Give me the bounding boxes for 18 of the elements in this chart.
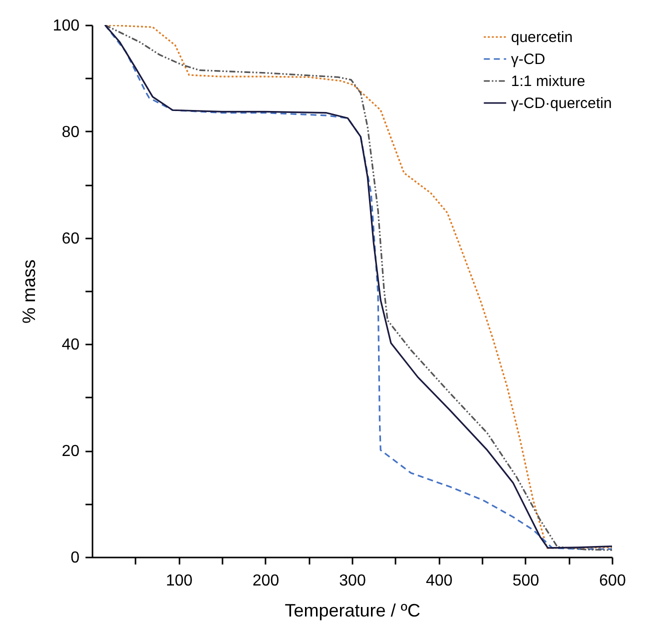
- y-tick-label: 40: [62, 336, 80, 354]
- x-tick-label: 400: [426, 572, 453, 590]
- y-axis-title: % mass: [18, 259, 39, 324]
- y-tick-label: 80: [62, 124, 80, 141]
- x-tick-label: 100: [166, 572, 193, 590]
- y-tick-label: 100: [52, 18, 80, 34]
- y-tick-label: 60: [62, 230, 80, 248]
- y-tick-label: 20: [62, 443, 80, 460]
- x-tick-label: 600: [599, 572, 626, 590]
- legend-label: γ-CD: [511, 51, 546, 68]
- x-axis-title: Temperature / ºC: [284, 600, 420, 620]
- legend-label: 1:1 mixture: [511, 73, 586, 90]
- x-tick-label: 300: [339, 572, 366, 590]
- legend-label: γ-CD·quercetin: [511, 95, 612, 112]
- legend-label: quercetin: [511, 29, 573, 46]
- x-tick-label: 500: [512, 572, 540, 590]
- x-tick-label: 200: [252, 572, 280, 590]
- y-tick-label: 0: [70, 550, 80, 566]
